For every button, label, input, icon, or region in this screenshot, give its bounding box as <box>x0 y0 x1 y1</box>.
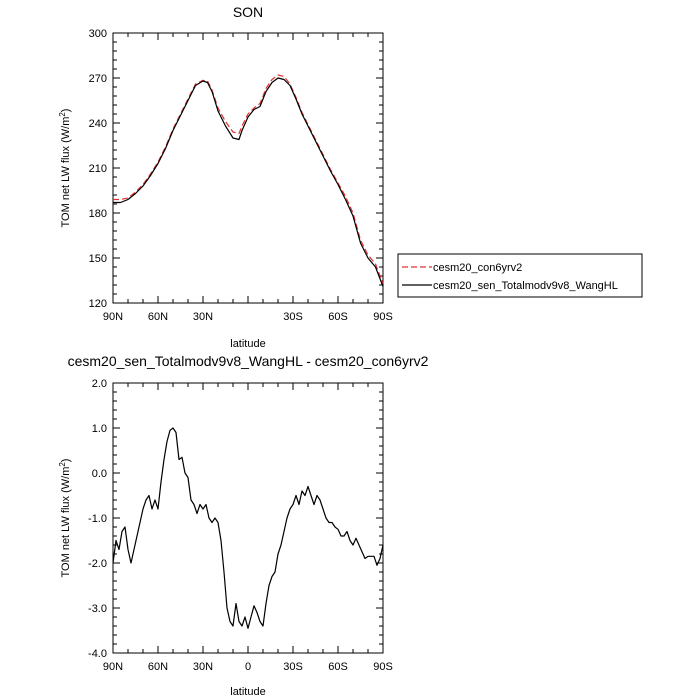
bottom-x-tick-label: 90N <box>103 661 123 673</box>
bottom-x-axis-title: latitude <box>230 686 265 698</box>
bottom-y-tick-label: -3.0 <box>88 603 107 615</box>
top-panel-title: SON <box>233 4 263 20</box>
bottom-series-line-1 <box>112 427 384 629</box>
top-panel: SON 90N 60N 30N 30S 60S 90S 120 150 180 210 240 270… <box>58 4 393 350</box>
bottom-y-axis-title: TOM net LW flux (W/m2) <box>58 459 72 578</box>
top-x-tick-label: 90N <box>103 311 123 323</box>
bottom-y-axis-title-sup: 2 <box>58 462 67 467</box>
top-series-line-1 <box>113 74 384 284</box>
bottom-y-tick-label: -2.0 <box>88 558 107 570</box>
top-y-tick-label: 120 <box>89 298 107 310</box>
bottom-panel: cesm20_sen_Totalmodv9v8_WangHL - cesm20_… <box>58 353 429 698</box>
top-series-line-2 <box>113 77 384 287</box>
legend-label-con6yrv2: cesm20_con6yrv2 <box>433 262 522 274</box>
top-plot-area: 90N 60N 30N 30S 60S 90S 120 150 180 210 240 270 300 <box>89 28 393 323</box>
bottom-plot-area: 90N 60N 30N 0 30S 60S 90S -4.0 -3.0 -2.0 -1.0 0.0 1.… <box>88 378 393 673</box>
top-y-axis-title-main: TOM net LW flux (W/m <box>60 117 72 228</box>
bottom-y-tick-label: -1.0 <box>88 513 107 525</box>
bottom-x-tick-label: 60S <box>328 661 348 673</box>
bottom-x-tick-label: 30N <box>193 661 213 673</box>
bottom-x-tick-label: 0 <box>245 661 251 673</box>
top-x-tick-label: 30N <box>193 311 213 323</box>
bottom-panel-title: cesm20_sen_Totalmodv9v8_WangHL - cesm20_… <box>68 353 429 369</box>
top-y-tick-label: 240 <box>89 118 107 130</box>
top-x-tick-label: 60N <box>148 311 168 323</box>
legend-label-wanghl: cesm20_sen_Totalmodv9v8_WangHL <box>433 280 618 292</box>
top-plot-frame <box>112 32 384 304</box>
bottom-y-axis-title-main: TOM net LW flux (W/m <box>60 467 72 578</box>
top-x-axis-title: latitude <box>230 338 265 350</box>
bottom-y-tick-label: 0.0 <box>92 468 107 480</box>
top-y-axis-title-close: ) <box>60 109 72 113</box>
bottom-x-tick-label: 60N <box>148 661 168 673</box>
bottom-plot-frame <box>112 382 384 654</box>
top-y-tick-label: 180 <box>89 208 107 220</box>
top-x-tick-label: 90S <box>373 311 393 323</box>
legend: cesm20_con6yrv2 cesm20_sen_Totalmodv9v8_… <box>397 253 643 298</box>
bottom-x-tick-label: 90S <box>373 661 393 673</box>
top-y-axis-title: TOM net LW flux (W/m2) <box>58 109 72 228</box>
top-x-tick-label: 60S <box>328 311 348 323</box>
bottom-y-tick-label: -4.0 <box>88 648 107 660</box>
top-y-axis-title-sup: 2 <box>58 112 67 117</box>
top-y-tick-label: 300 <box>89 28 107 40</box>
top-y-tick-label: 270 <box>89 73 107 85</box>
top-x-tick-label: 30S <box>283 311 303 323</box>
top-y-tick-label: 210 <box>89 163 107 175</box>
legend-box <box>397 253 643 298</box>
bottom-y-tick-label: 1.0 <box>92 423 107 435</box>
bottom-x-tick-label: 30S <box>283 661 303 673</box>
top-y-tick-label: 150 <box>89 253 107 265</box>
bottom-y-tick-label: 2.0 <box>92 378 107 390</box>
bottom-y-axis-title-close: ) <box>60 459 72 463</box>
